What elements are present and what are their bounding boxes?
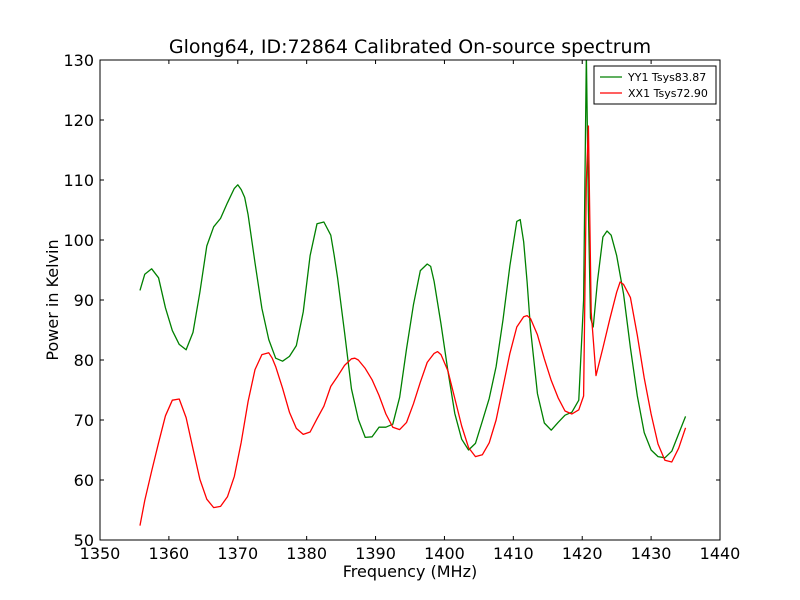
- y-tick-label: 70: [74, 411, 94, 430]
- legend: YY1 Tsys83.87 XX1 Tsys72.90: [593, 65, 717, 105]
- x-tick-label: 1420: [562, 544, 603, 563]
- y-tick-label: 100: [63, 231, 94, 250]
- y-axis-label: Power in Kelvin: [43, 239, 62, 360]
- series-line-xx1: [139, 125, 687, 526]
- x-tick-label: 1440: [700, 544, 741, 563]
- legend-label: YY1 Tsys83.87: [627, 71, 706, 84]
- y-tick-label: 60: [74, 471, 94, 490]
- y-tick-label: 110: [63, 171, 94, 190]
- legend-label: XX1 Tsys72.90: [628, 87, 708, 100]
- x-tick-label: 1410: [493, 544, 534, 563]
- y-tick-label: 120: [63, 111, 94, 130]
- x-tick-label: 1430: [631, 544, 672, 563]
- y-tick-label: 50: [74, 531, 94, 550]
- series-lines: [139, 60, 687, 526]
- x-tick-label: 1360: [149, 544, 190, 563]
- x-tick-label: 1370: [217, 544, 258, 563]
- y-tick-label: 130: [63, 51, 94, 70]
- x-tick-label: 1400: [424, 544, 465, 563]
- y-tick-label: 90: [74, 291, 94, 310]
- chart-title: Glong64, ID:72864 Calibrated On-source s…: [169, 36, 651, 58]
- x-axis-label: Frequency (MHz): [343, 562, 477, 581]
- series-line-yy1: [139, 60, 687, 459]
- x-tick-label: 1350: [80, 544, 121, 563]
- y-tick-label: 80: [74, 351, 94, 370]
- legend-box: [593, 65, 717, 105]
- plot-area: 1350 1360 1370 1380 1390 1400 1410 1420 1430 1440…: [63, 51, 740, 563]
- x-tick-label: 1390: [355, 544, 396, 563]
- x-tick-label: 1380: [286, 544, 327, 563]
